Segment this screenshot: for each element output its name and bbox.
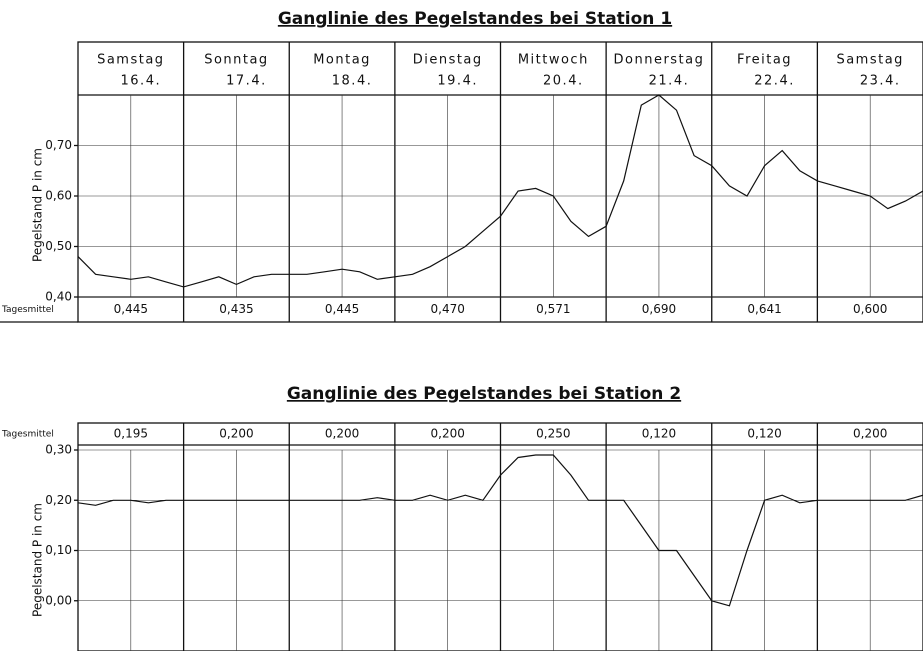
day-date: 22.4. bbox=[754, 74, 795, 89]
y-tick-label: 0,70 bbox=[45, 138, 72, 152]
day-name: Mittwoch bbox=[518, 53, 589, 68]
day-date: 19.4. bbox=[437, 74, 478, 89]
daily-mean: 0,445 bbox=[325, 302, 359, 316]
water-level-line bbox=[77, 94, 923, 288]
daily-mean: 0,470 bbox=[431, 302, 465, 316]
y-tick-label: 0,30 bbox=[45, 443, 72, 457]
daily-mean: 0,690 bbox=[642, 302, 676, 316]
daily-mean: 0,200 bbox=[219, 427, 253, 441]
mean-row-label: Tagesmittel bbox=[1, 430, 54, 440]
daily-mean: 0,195 bbox=[114, 427, 148, 441]
day-name: Donnerstag bbox=[614, 53, 705, 68]
daily-mean: 0,120 bbox=[642, 427, 676, 441]
day-date: 23.4. bbox=[860, 74, 901, 89]
y-tick-label: 0,40 bbox=[45, 290, 72, 304]
day-date: 21.4. bbox=[649, 74, 690, 89]
daily-mean: 0,200 bbox=[853, 427, 887, 441]
chart-title: Ganglinie des Pegelstandes bei Station 2 bbox=[287, 384, 681, 404]
daily-mean: 0,445 bbox=[114, 302, 148, 316]
daily-mean: 0,600 bbox=[853, 302, 887, 316]
chart-title: Ganglinie des Pegelstandes bei Station 1 bbox=[278, 9, 672, 29]
y-axis-label: Pegelstand P in cm bbox=[31, 503, 45, 617]
daily-mean: 0,120 bbox=[747, 427, 781, 441]
day-name: Dienstag bbox=[413, 53, 483, 68]
y-tick-label: 0,60 bbox=[45, 189, 72, 203]
day-date: 20.4. bbox=[543, 74, 584, 89]
day-name: Montag bbox=[313, 53, 371, 68]
water-level-line bbox=[77, 454, 923, 607]
day-name: Samstag bbox=[836, 53, 903, 68]
daily-mean: 0,200 bbox=[325, 427, 359, 441]
day-date: 17.4. bbox=[226, 74, 267, 89]
mean-row-label: Tagesmittel bbox=[1, 305, 54, 315]
day-name: Freitag bbox=[737, 53, 792, 68]
day-date: 16.4. bbox=[121, 74, 162, 89]
daily-mean: 0,641 bbox=[747, 302, 781, 316]
y-tick-label: 0,20 bbox=[45, 493, 72, 507]
day-name: Sonntag bbox=[204, 53, 269, 68]
y-tick-label: 0,10 bbox=[45, 543, 72, 557]
daily-mean: 0,571 bbox=[536, 302, 570, 316]
daily-mean: 0,200 bbox=[431, 427, 465, 441]
y-tick-label: 0,50 bbox=[45, 239, 72, 253]
day-date: 18.4. bbox=[332, 74, 373, 89]
daily-mean: 0,435 bbox=[219, 302, 253, 316]
y-tick-label: 0,00 bbox=[45, 593, 72, 607]
y-axis-label: Pegelstand P in cm bbox=[31, 148, 45, 262]
day-name: Samstag bbox=[97, 53, 164, 68]
daily-mean: 0,250 bbox=[536, 427, 570, 441]
